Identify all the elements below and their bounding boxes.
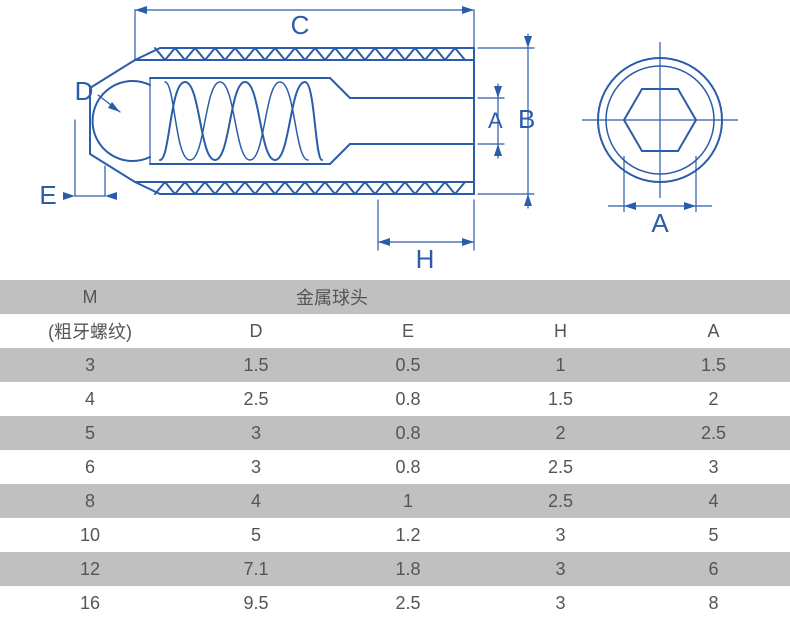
header-a: A bbox=[637, 314, 790, 348]
table-row: 1051.235 bbox=[0, 518, 790, 552]
cell-e: 1 bbox=[332, 484, 484, 518]
header-thread-note: (粗牙螺纹) bbox=[0, 314, 180, 348]
cell-m: 4 bbox=[0, 382, 180, 416]
cell-a: 3 bbox=[637, 450, 790, 484]
cell-d: 9.5 bbox=[180, 586, 332, 620]
label-h: H bbox=[416, 244, 435, 274]
cell-h: 3 bbox=[484, 586, 637, 620]
cell-d: 7.1 bbox=[180, 552, 332, 586]
cell-e: 1.2 bbox=[332, 518, 484, 552]
cell-e: 0.8 bbox=[332, 450, 484, 484]
header-m: M bbox=[0, 280, 180, 314]
spec-table: M金属球头(粗牙螺纹)DEHA31.50.511.542.50.81.52530… bbox=[0, 280, 790, 620]
cell-d: 1.5 bbox=[180, 348, 332, 382]
cell-a: 8 bbox=[637, 586, 790, 620]
cell-a: 1.5 bbox=[637, 348, 790, 382]
cell-d: 3 bbox=[180, 450, 332, 484]
cell-e: 0.8 bbox=[332, 382, 484, 416]
cell-m: 10 bbox=[0, 518, 180, 552]
label-c: C bbox=[291, 10, 310, 40]
cell-m: 6 bbox=[0, 450, 180, 484]
table-row: 530.822.5 bbox=[0, 416, 790, 450]
cell-h: 1.5 bbox=[484, 382, 637, 416]
table-row: 169.52.538 bbox=[0, 586, 790, 620]
header-metal-ball: 金属球头 bbox=[180, 280, 484, 314]
cell-e: 1.8 bbox=[332, 552, 484, 586]
cell-e: 0.5 bbox=[332, 348, 484, 382]
table-header-row-1: M金属球头 bbox=[0, 280, 790, 314]
label-a-end: A bbox=[651, 208, 669, 238]
header-blank-h bbox=[484, 280, 637, 314]
cell-h: 2.5 bbox=[484, 484, 637, 518]
cell-a: 4 bbox=[637, 484, 790, 518]
cell-h: 3 bbox=[484, 552, 637, 586]
table-row: 127.11.836 bbox=[0, 552, 790, 586]
table-header-row-2: (粗牙螺纹)DEHA bbox=[0, 314, 790, 348]
cell-d: 2.5 bbox=[180, 382, 332, 416]
table-row: 630.82.53 bbox=[0, 450, 790, 484]
cell-m: 12 bbox=[0, 552, 180, 586]
table-row: 31.50.511.5 bbox=[0, 348, 790, 382]
cell-e: 2.5 bbox=[332, 586, 484, 620]
cell-a: 6 bbox=[637, 552, 790, 586]
cell-a: 2.5 bbox=[637, 416, 790, 450]
cell-m: 5 bbox=[0, 416, 180, 450]
header-e: E bbox=[332, 314, 484, 348]
header-d: D bbox=[180, 314, 332, 348]
engineering-diagram: C D E H A B A bbox=[0, 0, 790, 280]
cell-h: 3 bbox=[484, 518, 637, 552]
label-b: B bbox=[518, 104, 535, 134]
cell-m: 3 bbox=[0, 348, 180, 382]
cell-d: 5 bbox=[180, 518, 332, 552]
cell-a: 5 bbox=[637, 518, 790, 552]
cell-h: 1 bbox=[484, 348, 637, 382]
diagram-svg: C D E H A B A bbox=[0, 0, 790, 280]
label-e: E bbox=[39, 180, 56, 210]
cell-d: 3 bbox=[180, 416, 332, 450]
cell-a: 2 bbox=[637, 382, 790, 416]
table-row: 42.50.81.52 bbox=[0, 382, 790, 416]
cell-e: 0.8 bbox=[332, 416, 484, 450]
header-blank-a bbox=[637, 280, 790, 314]
header-h: H bbox=[484, 314, 637, 348]
cell-h: 2.5 bbox=[484, 450, 637, 484]
cell-h: 2 bbox=[484, 416, 637, 450]
label-d: D bbox=[75, 76, 94, 106]
label-a-side: A bbox=[488, 108, 503, 133]
cell-d: 4 bbox=[180, 484, 332, 518]
cell-m: 16 bbox=[0, 586, 180, 620]
cell-m: 8 bbox=[0, 484, 180, 518]
spec-table-container: M金属球头(粗牙螺纹)DEHA31.50.511.542.50.81.52530… bbox=[0, 280, 790, 620]
table-row: 8412.54 bbox=[0, 484, 790, 518]
